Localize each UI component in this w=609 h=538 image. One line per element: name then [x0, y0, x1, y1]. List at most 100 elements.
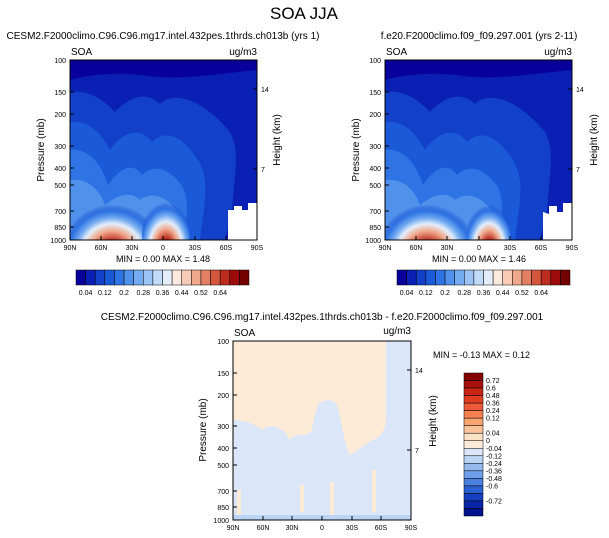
panel-2-minmax: MIN = 0.00 MAX = 1.46 [432, 254, 526, 264]
panel-3-colorbar-label: -0.72 [486, 498, 502, 505]
panel-2-ytick-400: 400 [369, 166, 381, 173]
panel-3-colorbar-label: 0.72 [486, 378, 500, 385]
panel-2-colorbar-label: 0.64 [534, 290, 548, 297]
panel-3-y2tick-7: 7 [415, 448, 419, 455]
panel-1-colorbar-label: 0.2 [119, 290, 129, 297]
panel-3-xtick-90s: 90S [405, 525, 418, 532]
panel-3-ytick-400: 400 [217, 446, 229, 453]
panel-3-colorbar-label: 0.48 [486, 393, 500, 400]
panel-3-contour-field [233, 341, 411, 520]
panel-1-ytick-200: 200 [54, 112, 66, 119]
panel-3-colorbar-swatch [463, 455, 484, 464]
panel-2-colorbar-swatch [415, 269, 427, 286]
panel-1-colorbar-swatch [200, 269, 211, 286]
panel-2-colorbar-swatch [435, 269, 446, 286]
panel-3-ytick-850: 850 [217, 505, 229, 512]
panel-2-colorbar-swatch [550, 269, 561, 286]
panel-3-colorbar-label: 0.6 [486, 386, 496, 393]
panel-3-title: CESM2.F2000climo.C96.C96.mg17.intel.432p… [101, 312, 544, 323]
panel-3-colorbar-swatch [463, 402, 484, 411]
panel-3-colorbar-label: -0.04 [486, 446, 502, 453]
panel-2-xtick-30n: 30N [441, 245, 454, 252]
panel-3-ytick-1000: 1000 [213, 518, 229, 525]
panel-2-units-label: ug/m3 [544, 47, 572, 58]
panel-1-colorbar-swatch [75, 269, 86, 286]
panel-2-colorbar-swatch [560, 269, 571, 286]
panel-3-colorbar: 0.720.60.480.360.240.120.040-0.04-0.12-0… [463, 372, 502, 517]
panel-3-colorbar-label: 0.12 [486, 416, 500, 423]
panel-1-colorbar: 0.04 0.12 0.2 0.28 0.36 0.44 0.52 0.64 [75, 269, 250, 297]
panel-1-colorbar-label: 0.52 [194, 290, 208, 297]
panel-2-colorbar-swatch [483, 269, 494, 286]
panel-1-contour-field [70, 60, 257, 240]
panel-3-xtick-60s: 60S [375, 525, 388, 532]
panel-2-colorbar: 0.04 0.12 0.2 0.28 0.36 0.44 0.52 0.64 [396, 269, 571, 297]
panel-2-y-axis: 100 150 200 300 400 500 700 850 1000 Pre… [351, 58, 389, 245]
panel-3-colorbar-swatch [463, 425, 484, 434]
panel-3-colorbar-swatch [463, 478, 484, 487]
panel-3-colorbar-label: -0.6 [486, 483, 498, 490]
panel-1-left-label: SOA [71, 47, 92, 58]
panel-2-ytick-850: 850 [369, 225, 381, 232]
panel-2-colorbar-swatch [540, 269, 552, 286]
panel-1-xtick-60n: 60N [95, 245, 108, 252]
panel-3-y2-axis: 14 7 Height (km) [407, 368, 439, 455]
panel-2-xtick-90n: 90N [379, 245, 392, 252]
panel-1-colorbar-swatch [152, 269, 163, 286]
panel-3-colorbar-swatch [463, 470, 484, 479]
panel-3-ylabel: Pressure (mb) [198, 398, 209, 461]
panel-1-xtick-90s: 90S [251, 245, 264, 252]
panel-1-colorbar-swatch [210, 269, 221, 286]
panel-1-xtick-30s: 30S [189, 245, 202, 252]
panel-1-colorbar-swatch [85, 269, 96, 286]
panel-3-colorbar-label: -0.36 [486, 468, 502, 475]
panel-3-left-label: SOA [234, 328, 255, 339]
panel-1-colorbar-swatch [191, 269, 202, 286]
panel-1-colorbar-label: 0.12 [98, 290, 112, 297]
panel-2-ytick-200: 200 [369, 112, 381, 119]
panel-1-y-axis: 100 150 200 300 400 500 700 850 1000 Pre… [36, 58, 74, 245]
panel-2-y2label: Height (km) [589, 114, 600, 166]
panel-1-colorbar-swatch [133, 269, 144, 286]
panel-1-title: CESM2.F2000climo.C96.C96.mg17.intel.432p… [7, 31, 320, 42]
panel-1-colorbar-label: 0.36 [156, 290, 170, 297]
panel-1-colorbar-swatch [94, 269, 106, 286]
panel-2-colorbar-swatch [464, 269, 475, 286]
panel-2-colorbar-swatch [396, 269, 407, 286]
panel-3-y2label: Height (km) [428, 395, 439, 447]
panel-2-colorbar-label: 0.36 [477, 290, 491, 297]
panel-1: CESM2.F2000climo.C96.C96.mg17.intel.432p… [7, 31, 320, 297]
panel-1-colorbar-swatch [171, 269, 182, 286]
panel-1-colorbar-swatch [239, 269, 250, 286]
panel-3-xtick-30s: 30S [346, 525, 359, 532]
panel-1-xtick-30n: 30N [126, 245, 139, 252]
panel-2-colorbar-swatch [492, 269, 503, 286]
panel-2-xtick-90s: 90S [566, 245, 579, 252]
panel-1-y2tick-7: 7 [261, 167, 265, 174]
panel-2-colorbar-swatch [502, 269, 513, 286]
panel-2-colorbar-swatch [406, 269, 417, 286]
panel-2-colorbar-swatch [444, 269, 455, 286]
panel-2-ytick-300: 300 [369, 144, 381, 151]
panel-3-colorbar-swatch [463, 448, 484, 457]
panel-1-colorbar-swatch [181, 269, 192, 286]
panel-3-ytick-200: 200 [217, 393, 229, 400]
panel-2-xtick-60n: 60N [410, 245, 423, 252]
panel-3-colorbar-label: -0.48 [486, 476, 502, 483]
panel-3-y-axis: 100 150 200 300 400 500 700 850 1000 Pre… [198, 339, 237, 525]
panel-2-xtick-60s: 60S [535, 245, 548, 252]
panel-2-ytick-700: 700 [369, 209, 381, 216]
panel-1-y2-axis: 14 7 Height (km) [253, 87, 283, 174]
panel-3-colorbar-swatch [463, 493, 484, 502]
panel-3-colorbar-swatch [463, 410, 484, 419]
panel-1-ytick-700: 700 [54, 209, 66, 216]
panel-2-colorbar-label: 0.28 [457, 290, 471, 297]
panel-2-contour-field [385, 60, 572, 240]
panel-3: CESM2.F2000climo.C96.C96.mg17.intel.432p… [101, 312, 544, 532]
panel-1-colorbar-swatch [229, 269, 240, 286]
panel-1-y2tick-14: 14 [261, 87, 269, 94]
panel-3-colorbar-label: 0.24 [486, 408, 500, 415]
panel-1-ytick-400: 400 [54, 166, 66, 173]
panel-2-colorbar-swatch [473, 269, 484, 286]
